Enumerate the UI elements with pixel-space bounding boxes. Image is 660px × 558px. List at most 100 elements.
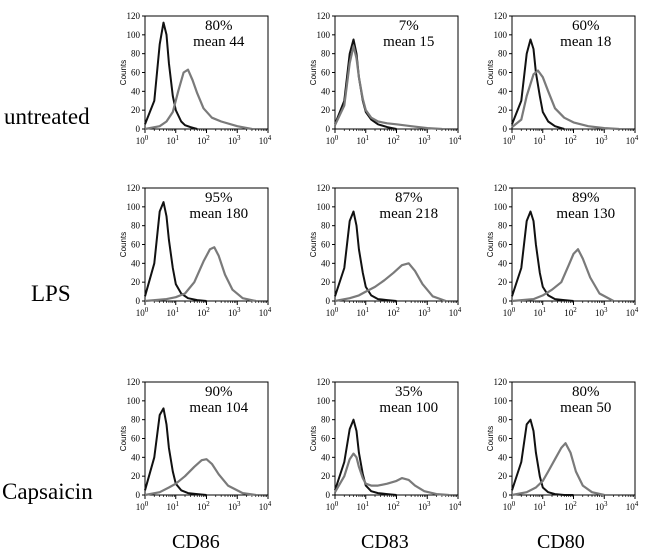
y-tick-label: 80 [321,49,331,59]
y-tick-label: 100 [494,202,508,212]
x-tick-label: 104 [449,500,462,512]
x-tick-label: 100 [136,134,149,146]
x-tick-label: 101 [534,134,547,146]
histogram-control-line [144,201,207,302]
y-tick-label: 0 [136,124,141,134]
row-label-untreated: untreated [4,104,90,129]
y-tick-label: 100 [317,202,331,212]
histogram-stained-line [511,69,619,131]
y-tick-label: 60 [321,68,331,78]
y-tick-label: 100 [317,396,331,406]
y-tick-label: 100 [127,202,141,212]
x-tick-label: 100 [326,500,339,512]
x-tick-label: 101 [167,500,180,512]
annotation-mean: mean 44 [193,34,245,50]
y-tick-label: 60 [131,434,141,444]
y-tick-label: 0 [326,124,331,134]
x-tick-label: 102 [387,306,400,318]
y-tick-label: 40 [131,452,141,462]
annotation-mean: mean 50 [560,400,611,416]
histogram-stained-line [144,246,257,303]
histogram-control-line [144,407,207,496]
y-tick-label: 0 [326,296,331,306]
y-tick-label: 60 [321,434,331,444]
y-tick-label: 80 [321,221,331,231]
histogram-control-line [511,418,574,496]
x-tick-label: 103 [228,500,241,512]
annotation-percent: 80% [205,18,233,34]
annotation-mean: mean 130 [556,206,615,222]
y-tick-label: 100 [127,30,141,40]
x-tick-label: 101 [534,306,547,318]
column-label-cd80: CD80 [537,531,585,553]
annotation-mean: mean 104 [189,400,248,416]
panel-capsaicin-cd80: 0 20 40 60 80 100 120 100 101 102 103 104 Counts 80%m… [486,377,639,512]
y-tick-label: 120 [494,11,508,21]
y-tick-label: 20 [498,471,508,481]
x-tick-label: 101 [357,500,370,512]
histogram-stained-line [334,45,442,131]
panel-untreated-cd86: 0 20 40 60 80 100 120 100 101 102 103 104 Counts 80%m… [119,11,272,146]
histogram-control-line [144,21,198,130]
x-tick-label: 104 [259,134,272,146]
y-tick-label: 120 [317,11,331,21]
annotation-percent: 89% [572,190,600,206]
y-tick-label: 40 [131,86,141,96]
y-tick-label: 120 [494,183,508,193]
panel-capsaicin-cd83: 0 20 40 60 80 100 120 100 101 102 103 104 Counts 35%m… [309,377,462,512]
histogram-stained-line [334,262,447,303]
annotation-mean: mean 18 [560,34,611,50]
y-tick-label: 40 [498,258,508,268]
x-tick-label: 101 [534,500,547,512]
histogram-stained-line [334,452,449,497]
annotation-percent: 80% [572,384,600,400]
y-tick-label: 0 [136,490,141,500]
histogram-stained-line [511,248,615,303]
y-tick-label: 120 [317,377,331,387]
y-tick-label: 120 [317,183,331,193]
annotation-mean: mean 100 [379,400,438,416]
x-tick-label: 102 [564,134,577,146]
x-tick-label: 103 [228,306,241,318]
y-tick-label: 0 [136,296,141,306]
annotation-mean: mean 15 [383,34,434,50]
x-tick-label: 100 [136,306,149,318]
y-tick-label: 80 [131,415,141,425]
annotation-percent: 35% [395,384,423,400]
row-label-lps: LPS [31,281,71,306]
x-tick-label: 102 [564,500,577,512]
x-tick-label: 100 [503,306,516,318]
y-axis-label: Counts [309,60,318,85]
y-tick-label: 100 [494,396,508,406]
annotation-mean: mean 218 [379,206,438,222]
y-tick-label: 40 [498,86,508,96]
y-tick-label: 20 [321,105,331,115]
y-tick-label: 80 [498,415,508,425]
y-axis-label: Counts [119,232,128,257]
y-tick-label: 40 [498,452,508,462]
y-tick-label: 80 [131,49,141,59]
annotation-percent: 7% [399,18,419,34]
x-tick-label: 101 [357,306,370,318]
y-axis-label: Counts [486,60,495,85]
x-tick-label: 103 [418,500,431,512]
histogram-control-line [511,210,574,302]
x-tick-label: 100 [326,134,339,146]
y-tick-label: 60 [498,240,508,250]
y-axis-label: Counts [119,60,128,85]
y-tick-label: 60 [131,68,141,78]
x-tick-label: 100 [503,134,516,146]
row-label-capsaicin: Capsaicin [2,479,93,504]
x-tick-label: 102 [387,134,400,146]
column-label-cd83: CD83 [361,531,409,553]
y-tick-label: 0 [503,124,508,134]
x-tick-label: 101 [167,306,180,318]
x-tick-label: 102 [197,134,210,146]
y-tick-label: 20 [321,277,331,287]
y-tick-label: 40 [321,258,331,268]
panel-untreated-cd80: 0 20 40 60 80 100 120 100 101 102 103 104 Counts 60%m… [486,11,639,146]
y-tick-label: 0 [326,490,331,500]
y-tick-label: 80 [498,221,508,231]
plot-frame [334,15,459,130]
